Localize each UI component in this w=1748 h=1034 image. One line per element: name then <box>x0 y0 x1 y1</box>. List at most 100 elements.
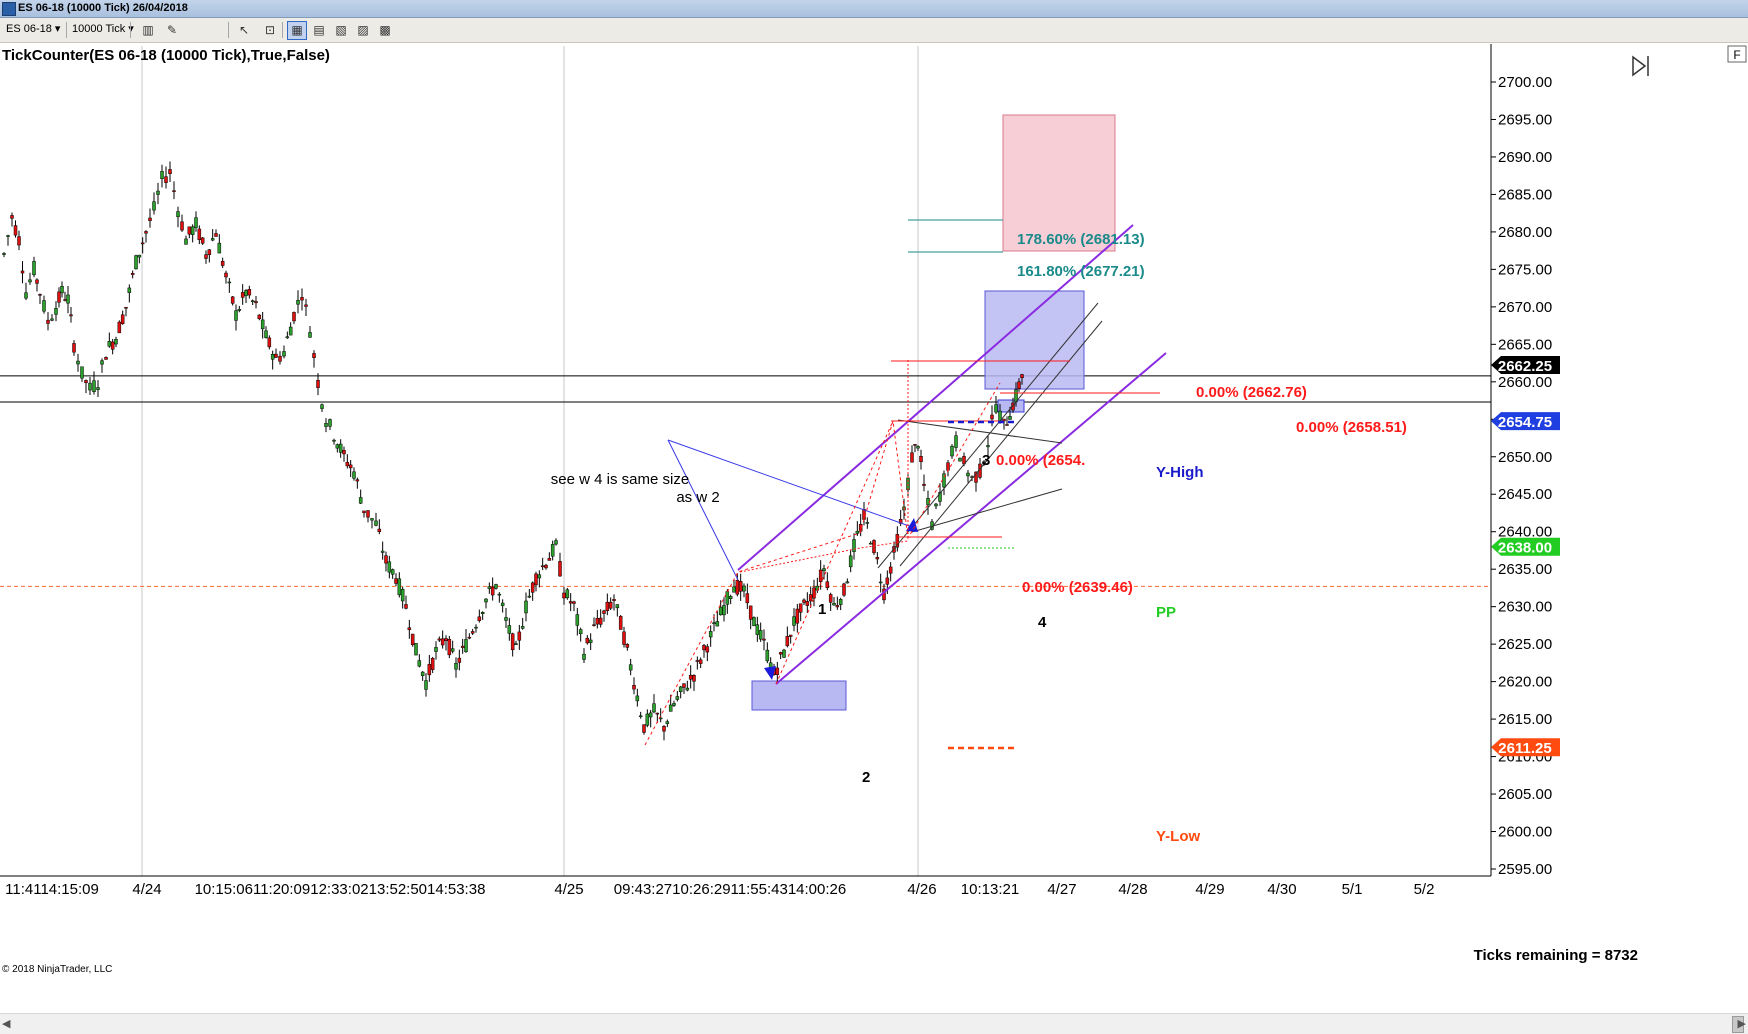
candle-body <box>477 616 482 621</box>
wave-label-1: 1 <box>818 601 826 618</box>
drawing-pen-icon[interactable]: ✎ <box>166 23 178 37</box>
candle-body <box>848 555 853 568</box>
candle-body <box>117 321 122 334</box>
candle-body <box>384 555 388 564</box>
zigzag-line[interactable] <box>644 382 1001 746</box>
candle-body <box>517 631 522 641</box>
trend-line[interactable] <box>897 419 1063 444</box>
trend-line[interactable] <box>911 488 1063 533</box>
candle-body <box>76 360 80 365</box>
candle-body <box>244 290 248 296</box>
time-tick-label: 4/26 <box>907 881 936 898</box>
horizontal-scrollbar[interactable]: ◀ ▶ <box>0 1013 1748 1034</box>
time-tick-label: 5/2 <box>1414 881 1435 898</box>
print-icon[interactable]: ▩ <box>379 23 391 37</box>
note-pointer-line[interactable] <box>667 439 913 528</box>
candle-body <box>348 464 353 469</box>
indicator-label: TickCounter(ES 06-18 (10000 Tick),True,F… <box>2 47 330 64</box>
candle-body <box>440 638 445 646</box>
trend-line[interactable] <box>899 320 1103 567</box>
zigzag-line[interactable] <box>739 540 909 573</box>
candle-body <box>38 294 42 296</box>
candle-body <box>592 624 596 626</box>
candle-body <box>605 601 610 612</box>
drawing-objects[interactable] <box>644 219 1167 750</box>
candle-body <box>84 380 88 384</box>
candle-body <box>514 643 518 645</box>
bar-type-icon[interactable]: ▥ <box>142 23 154 37</box>
candle-body <box>366 510 370 518</box>
strategies-icon[interactable]: ▨ <box>357 23 369 37</box>
candle-body <box>494 584 498 589</box>
candle-body <box>148 217 152 221</box>
candle-body <box>28 279 32 283</box>
candle-body <box>42 300 46 312</box>
candle-body <box>946 462 950 471</box>
candle-body <box>342 450 346 455</box>
candle-body <box>140 242 145 245</box>
price-tick-label: 2670.00 <box>1498 299 1552 316</box>
candle-body <box>554 540 558 545</box>
candle-body <box>775 667 780 675</box>
candle-body <box>934 503 938 507</box>
channel-lower-line[interactable] <box>775 352 1167 685</box>
candle-body <box>184 238 188 245</box>
candle-body <box>296 300 300 305</box>
candle-body <box>665 721 670 724</box>
price-tick-label: 2635.00 <box>1498 561 1552 578</box>
target-zones <box>751 114 1116 711</box>
candle-body <box>625 643 630 648</box>
candle-body <box>430 658 435 670</box>
candle-body <box>808 594 813 602</box>
candle-body <box>568 601 573 604</box>
data-box-icon[interactable]: ▦ <box>287 21 307 40</box>
time-tick-label: 4/25 <box>554 881 583 898</box>
candle-body <box>735 580 740 595</box>
candle-body <box>752 617 756 627</box>
indicators-icon[interactable]: ▧ <box>335 23 347 37</box>
candle-body <box>785 636 790 647</box>
candle-body <box>635 695 640 702</box>
fib-161-label: 161.80% (2677.21) <box>1017 263 1145 280</box>
candle-body <box>278 355 282 362</box>
price-chart[interactable]: 2700.00 2695.00 2690.00 2685.00 2680.00 2675.… <box>0 43 1748 1033</box>
channel-upper-line[interactable] <box>737 224 1134 571</box>
time-tick-label: 09:43:2710:26:2911:55:4314:00:26 <box>614 881 846 898</box>
candle-body <box>200 237 205 244</box>
candle-body <box>194 217 198 228</box>
note-pointer-line[interactable] <box>667 439 739 581</box>
scroll-to-end-icon[interactable] <box>1632 55 1649 77</box>
candle-body <box>234 310 238 321</box>
candle-body <box>54 308 58 315</box>
cursor-arrow-icon[interactable]: ↖ <box>238 23 250 37</box>
candle-body <box>575 614 580 626</box>
candle-body <box>156 190 160 195</box>
crosshair-icon[interactable]: ⊡ <box>264 23 276 37</box>
candle-body <box>69 314 73 317</box>
candle-body <box>852 539 856 552</box>
candle-body <box>537 574 542 579</box>
chart-properties-icon[interactable]: ▤ <box>313 23 325 37</box>
scroll-left-icon[interactable]: ◀ <box>2 1018 11 1030</box>
candle-body <box>913 444 917 446</box>
candle-body <box>875 557 880 560</box>
candle-body <box>802 599 806 603</box>
arrow-up-icon <box>906 518 918 532</box>
f-button[interactable]: F <box>1727 45 1747 63</box>
scroll-right-icon[interactable]: ▶ <box>1737 1018 1746 1030</box>
candle-body <box>214 233 218 237</box>
candle-body <box>544 564 548 569</box>
candle-body <box>938 492 942 502</box>
period-selector[interactable]: 10000 Tick ▾ <box>72 23 134 35</box>
candle-body <box>17 236 21 246</box>
price-tick-label: 2685.00 <box>1498 186 1552 203</box>
price-tag-marker <box>1491 355 1560 374</box>
candle-body <box>632 685 636 690</box>
candle-body <box>437 638 442 641</box>
level-2639-label: 0.00% (2639.46) <box>1022 579 1133 596</box>
instrument-selector[interactable]: ES 06-18 ▾ <box>6 23 61 35</box>
candle-body <box>732 586 736 593</box>
candle-body <box>762 638 766 641</box>
wave-label-3: 3 <box>982 452 990 469</box>
candle-body <box>13 225 18 236</box>
